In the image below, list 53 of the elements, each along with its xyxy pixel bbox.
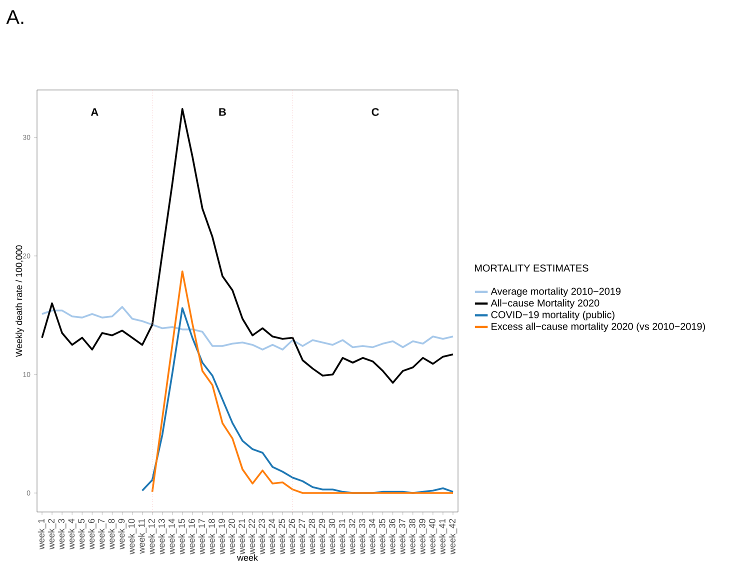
x-tick-label: week_23 [258,518,267,554]
x-tick-label: week_25 [278,518,287,554]
x-tick-label: week_15 [178,518,186,554]
x-tick-label: week_41 [438,518,448,554]
x-tick-label: week_17 [198,518,207,554]
annotation: C [372,108,379,116]
x-tick-label: week_20 [228,518,237,554]
legend-label: Excess all−cause mortality 2020 (vs 2010−2019) [492,322,705,332]
x-tick-label: week_18 [208,518,217,554]
x-tick-label: week_1 [38,518,46,550]
x-tick-label: week_38 [408,518,418,554]
legend-label: All−cause Mortality 2020 [490,299,600,308]
x-tick-label: week_5 [78,518,86,550]
x-tick-label: week_32 [348,518,357,554]
annotation: B [219,108,226,116]
x-tick-label: week_28 [308,518,317,554]
x-tick-label: week_30 [328,518,337,554]
annotation: A [90,108,98,116]
x-tick-label: week_42 [448,518,458,554]
x-tick-label: week_27 [298,518,307,554]
x-tick-label: week_35 [378,518,387,554]
chart-title: A. [6,10,24,24]
x-tick-label: week_19 [218,518,227,554]
x-tick-label: week_2 [48,518,56,550]
legend-label: Average mortality 2010−2019 [490,288,621,297]
legend-title: MORTALITY ESTIMATES [474,264,588,272]
x-tick-label: week_36 [388,518,397,554]
x-tick-label: week_29 [318,518,327,554]
x-tick-label: week_9 [118,518,126,550]
x-tick-label: week_16 [188,518,197,554]
x-axis-title: week [237,554,258,561]
x-tick-label: week_40 [428,518,438,554]
x-tick-label: week_13 [158,518,166,554]
x-tick-label: week_6 [88,518,96,550]
y-axis-title: Weekly death rate / 100,000 [16,245,24,357]
x-tick-label: week_37 [398,518,408,554]
x-tick-label: week_26 [288,518,297,554]
x-tick-label: week_4 [68,518,76,550]
x-tick-label: week_14 [168,518,176,554]
x-tick-label: week_11 [138,518,146,554]
x-tick-label: week_3 [58,518,66,550]
x-tick-label: week_21 [238,518,247,554]
x-tick-label: week_34 [368,518,377,554]
x-tick-label: week_31 [338,518,347,554]
legend-label: COVID−19 mortality (public) [491,310,614,320]
x-tick-label: week_12 [148,518,156,554]
x-tick-label: week_7 [98,518,106,550]
x-tick-label: week_39 [418,518,428,554]
x-tick-label: week_33 [358,518,367,554]
x-tick-label: week_8 [108,518,116,550]
x-tick-label: week_10 [128,518,136,554]
x-tick-label: week_22 [248,518,257,554]
x-tick-label: week_24 [268,518,277,554]
